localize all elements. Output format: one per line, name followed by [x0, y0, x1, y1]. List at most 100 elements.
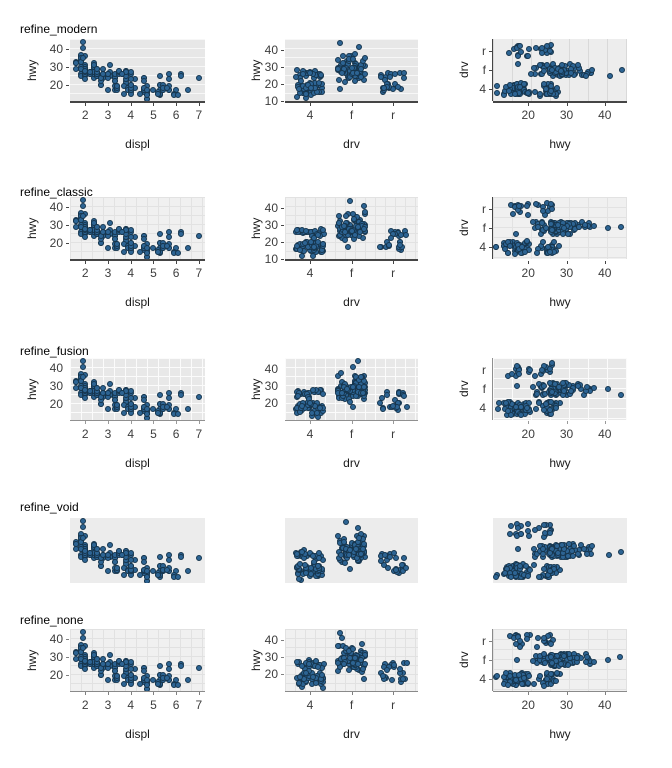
x-tick-mark [85, 261, 87, 264]
x-tick-label: 20 [521, 266, 535, 280]
y-tick-label: 30 [49, 378, 63, 393]
data-point [541, 634, 548, 641]
plot-row-modern: refine_modern 2 3 4 5 6 7 40 30 20 displ hwy 4 f r 40 30… [0, 0, 672, 162]
data-point [293, 658, 300, 665]
x-tick-mark [153, 692, 155, 695]
scatter-panel [493, 197, 627, 259]
data-point [618, 66, 625, 73]
x-tick-mark [198, 261, 200, 264]
x-axis-line [70, 691, 205, 692]
data-point [184, 568, 191, 575]
data-point [307, 70, 314, 76]
data-point [529, 657, 536, 664]
x-tick-mark [393, 261, 395, 264]
data-point [154, 90, 161, 97]
data-point [539, 545, 546, 552]
data-point [360, 383, 367, 390]
data-point [175, 92, 182, 99]
data-point [82, 67, 89, 74]
data-point [93, 655, 100, 662]
data-point [177, 553, 184, 560]
data-point [582, 658, 589, 665]
data-point [164, 85, 171, 92]
data-point [403, 659, 410, 666]
data-point [184, 245, 191, 252]
data-point [548, 653, 555, 660]
data-point [531, 680, 538, 687]
data-point [79, 535, 86, 542]
data-point [195, 555, 202, 562]
data-point [537, 90, 544, 97]
x-tick-label: 6 [172, 266, 180, 280]
data-point [513, 656, 520, 663]
data-point [177, 391, 184, 398]
data-point [347, 566, 354, 573]
data-point [532, 527, 539, 534]
x-tick-label: 20 [521, 427, 535, 441]
data-point [340, 52, 347, 59]
x-tick-label: 2 [81, 266, 89, 280]
data-point [337, 86, 344, 93]
x-tick-label: 3 [104, 266, 112, 280]
data-point [583, 383, 590, 390]
y-tick-mark [66, 66, 69, 68]
y-axis-title: hwy [249, 649, 263, 671]
data-point [524, 53, 531, 60]
data-point [531, 88, 538, 95]
x-tick-mark [176, 692, 178, 695]
x-tick-mark [153, 261, 155, 264]
data-point [350, 363, 357, 370]
x-tick-label: 30 [559, 108, 574, 122]
y-axis-title: hwy [25, 217, 39, 239]
data-point [533, 406, 540, 413]
y-tick-mark [281, 224, 284, 226]
x-tick-mark [153, 103, 155, 106]
data-point [517, 530, 524, 537]
data-point [294, 392, 301, 399]
y-axis-line [492, 358, 493, 420]
data-point [354, 524, 361, 531]
data-point [531, 561, 538, 568]
data-point [136, 90, 143, 97]
x-tick-mark [528, 421, 530, 424]
data-point [553, 670, 560, 677]
data-point [526, 532, 533, 539]
data-point [175, 411, 182, 418]
data-point [118, 661, 125, 668]
x-tick-mark [198, 692, 200, 695]
x-tick-label: 4 [306, 698, 314, 712]
x-tick-mark [309, 261, 311, 264]
data-point [319, 226, 326, 233]
x-tick-label: 3 [104, 698, 112, 712]
data-point [82, 657, 89, 664]
data-point [143, 406, 150, 413]
data-point [605, 552, 612, 559]
data-point [82, 234, 89, 241]
data-point [104, 568, 111, 575]
data-point [523, 635, 530, 642]
x-tick-label: 4 [127, 108, 135, 122]
data-point [143, 574, 150, 581]
data-point [360, 203, 367, 210]
data-point [604, 656, 611, 663]
data-point [505, 407, 512, 414]
y-tick-mark [281, 639, 284, 641]
data-point [79, 374, 86, 381]
data-point [533, 390, 540, 397]
data-point [120, 90, 127, 97]
scatter-panel [70, 39, 205, 101]
data-point [534, 250, 541, 257]
data-point [127, 671, 134, 678]
data-point [590, 385, 597, 392]
x-tick-mark [107, 103, 109, 106]
data-point [118, 551, 125, 558]
data-point [166, 557, 173, 564]
data-point [526, 566, 533, 573]
x-axis-line [70, 420, 205, 421]
x-tick-mark [107, 421, 109, 424]
data-point [547, 87, 554, 94]
data-point [525, 673, 532, 680]
data-point [547, 567, 554, 574]
x-axis-line [70, 101, 205, 103]
x-tick-label: r [391, 698, 396, 712]
